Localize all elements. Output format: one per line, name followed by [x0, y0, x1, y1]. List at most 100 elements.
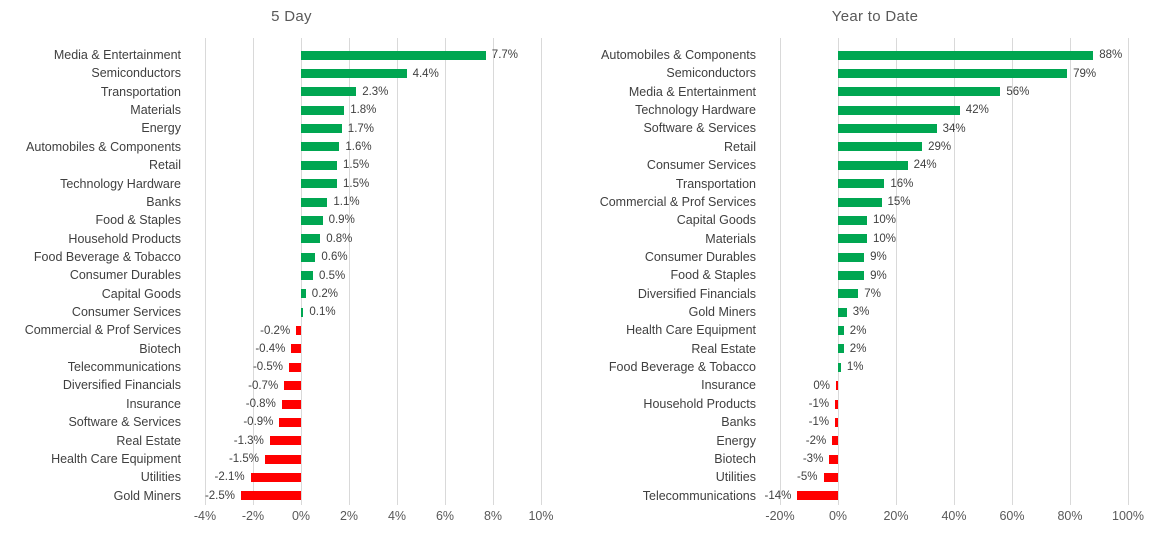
value-label: 0.5%	[319, 269, 346, 282]
category-label: Technology Hardware	[60, 176, 181, 191]
bar	[838, 307, 847, 317]
value-label: 24%	[913, 159, 937, 172]
category-label: Real Estate	[691, 341, 756, 356]
x-tick-label: -2%	[241, 509, 265, 523]
bar	[838, 124, 937, 134]
bar	[832, 436, 838, 446]
bar	[284, 381, 301, 391]
value-label: 56%	[1006, 85, 1030, 98]
bar	[829, 454, 838, 464]
category-label: Biotech	[139, 341, 181, 356]
x-tick-label: 10%	[528, 509, 554, 523]
category-label: Telecommunications	[67, 360, 181, 375]
value-label: 0.9%	[328, 214, 355, 227]
category-label: Materials	[130, 103, 181, 118]
category-label: Software & Services	[643, 121, 756, 136]
value-label: 1.6%	[345, 140, 372, 153]
category-label: Software & Services	[68, 415, 181, 430]
gridline	[396, 38, 398, 505]
category-label: Automobiles & Components	[601, 48, 756, 62]
value-label: 42%	[965, 104, 989, 117]
category-label: Materials	[705, 231, 756, 246]
bar	[838, 234, 867, 244]
bar	[838, 344, 844, 354]
category-label: Automobiles & Components	[26, 139, 181, 154]
value-label: 0.2%	[311, 287, 339, 300]
bar	[838, 105, 960, 115]
value-label: 0.6%	[321, 251, 348, 264]
category-label: Gold Miners	[688, 305, 756, 320]
gridline	[779, 38, 781, 505]
category-label: Retail	[149, 158, 181, 173]
year-to-date-chart: Year to Date -20% 0% 20% 40% 60% 80% 100% Autom…	[583, 0, 1167, 546]
category-label: Media & Entertainment	[53, 48, 181, 62]
category-label: Insurance	[126, 396, 181, 411]
category-label: Media & Entertainment	[628, 84, 756, 99]
value-label: -0.4%	[255, 342, 286, 355]
gridline	[348, 38, 350, 505]
value-label: -1.3%	[233, 434, 264, 447]
bar	[281, 399, 301, 409]
value-label: 0%	[813, 379, 830, 392]
value-label: 1.5%	[343, 177, 370, 190]
category-label: Semiconductors	[91, 66, 181, 81]
value-label: 2%	[849, 324, 867, 337]
category-label: Consumer Services	[71, 305, 181, 320]
value-label: 7%	[864, 287, 881, 300]
category-label: Utilities	[140, 470, 181, 485]
bar	[301, 234, 321, 244]
value-label: -2.5%	[204, 489, 235, 502]
x-tick-label: 60%	[999, 509, 1025, 523]
bar	[301, 50, 486, 60]
category-label: Capital Goods	[101, 286, 181, 301]
gridline	[895, 38, 897, 505]
bar	[301, 124, 342, 134]
value-label: 7.7%	[491, 49, 519, 62]
bar	[279, 417, 301, 427]
five-day-chart: 5 Day -4% -2% 0% 2% 4% 6% 8% 10% Media & Enterta…	[0, 0, 583, 546]
category-label: Food Beverage & Tobacco	[608, 360, 756, 375]
bar	[301, 160, 337, 170]
gridline	[252, 38, 254, 505]
bar	[269, 436, 301, 446]
bar	[835, 399, 838, 409]
value-label: -1.5%	[228, 453, 259, 466]
category-label: Insurance	[701, 378, 756, 393]
x-tick-label: 6%	[435, 509, 455, 523]
category-label: Telecommunications	[642, 488, 756, 503]
bar	[301, 215, 323, 225]
value-label: -0.9%	[243, 416, 274, 429]
category-label: Commercial & Prof Services	[599, 194, 756, 209]
category-label: Diversified Financials	[62, 378, 181, 393]
category-label: Commercial & Prof Services	[24, 323, 181, 338]
category-label: Gold Miners	[113, 488, 181, 503]
value-label: 15%	[887, 196, 911, 209]
category-label: Technology Hardware	[635, 103, 756, 118]
x-tick-label: -20%	[765, 509, 795, 523]
category-label: Health Care Equipment	[51, 451, 181, 466]
value-label: 10%	[873, 214, 897, 227]
x-tick-label: 100%	[1112, 509, 1144, 523]
x-tick-label: 4%	[387, 509, 407, 523]
category-label: Consumer Durables	[644, 249, 756, 264]
value-label: 0.1%	[309, 306, 336, 319]
category-label: Utilities	[715, 470, 756, 485]
category-label: Transportation	[100, 84, 181, 99]
value-label: -0.7%	[248, 379, 279, 392]
bar	[823, 472, 838, 482]
gridline	[204, 38, 206, 505]
x-tick-label: 0%	[828, 509, 848, 523]
bar	[838, 215, 867, 225]
bar	[797, 491, 838, 501]
bar	[838, 252, 865, 262]
category-label: Banks	[721, 415, 756, 430]
value-label: -0.8%	[245, 398, 276, 411]
bar	[289, 362, 301, 372]
value-label: -1%	[808, 398, 830, 411]
value-label: 88%	[1099, 49, 1123, 62]
category-label: Food Beverage & Tobacco	[33, 249, 181, 264]
bar	[301, 69, 407, 79]
value-label: -5%	[797, 471, 818, 484]
chart-title-5-day: 5 Day	[271, 8, 312, 25]
category-label: Consumer Durables	[69, 268, 181, 283]
